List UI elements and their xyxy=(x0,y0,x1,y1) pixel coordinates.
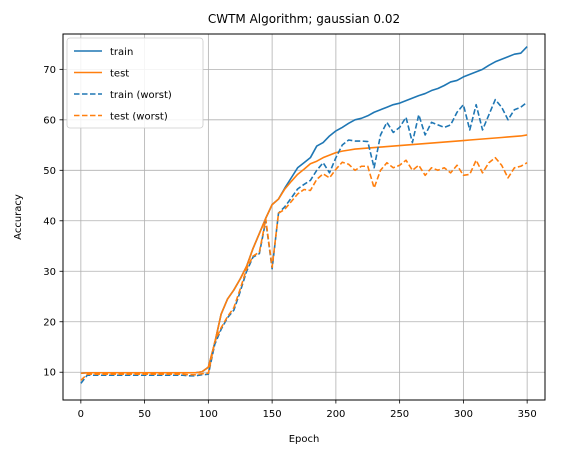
series-line-4 xyxy=(80,156,528,381)
series-group xyxy=(80,46,528,384)
series-line-2 xyxy=(80,134,528,375)
x-tick-label: 150 xyxy=(263,409,282,420)
x-tick-label: 250 xyxy=(390,409,409,420)
y-tick-label: 50 xyxy=(43,166,56,177)
series-line-3 xyxy=(80,98,528,384)
y-axis-label: Accuracy xyxy=(13,194,24,240)
x-tick-label: 350 xyxy=(518,409,537,420)
x-tick-label: 300 xyxy=(454,409,473,420)
plot-frame xyxy=(62,33,546,401)
legend-label-1: train xyxy=(110,47,133,58)
y-tick-label: 40 xyxy=(43,216,56,227)
y-tick-label: 30 xyxy=(43,267,56,278)
chart-title: CWTM Algorithm; gaussian 0.02 xyxy=(208,12,400,26)
legend-label-2: test xyxy=(110,69,129,80)
legend-box xyxy=(66,37,204,129)
axis-ticks: 0 50 100 150 200 250 300 350 10 20 30 40 50 60 70 xyxy=(43,65,536,420)
x-tick-label: 0 xyxy=(78,409,84,420)
x-tick-label: 50 xyxy=(138,409,151,420)
x-axis-label: Epoch xyxy=(289,434,320,445)
y-tick-label: 70 xyxy=(43,65,56,76)
x-tick-label: 200 xyxy=(326,409,345,420)
y-tick-label: 60 xyxy=(43,115,56,126)
y-tick-label: 20 xyxy=(43,317,56,328)
legend-label-3: train (worst) xyxy=(110,90,172,101)
y-tick-label: 10 xyxy=(43,368,56,379)
x-tick-label: 100 xyxy=(199,409,218,420)
legend: train test train (worst) test (worst) xyxy=(66,37,204,129)
legend-label-4: test (worst) xyxy=(110,112,168,123)
